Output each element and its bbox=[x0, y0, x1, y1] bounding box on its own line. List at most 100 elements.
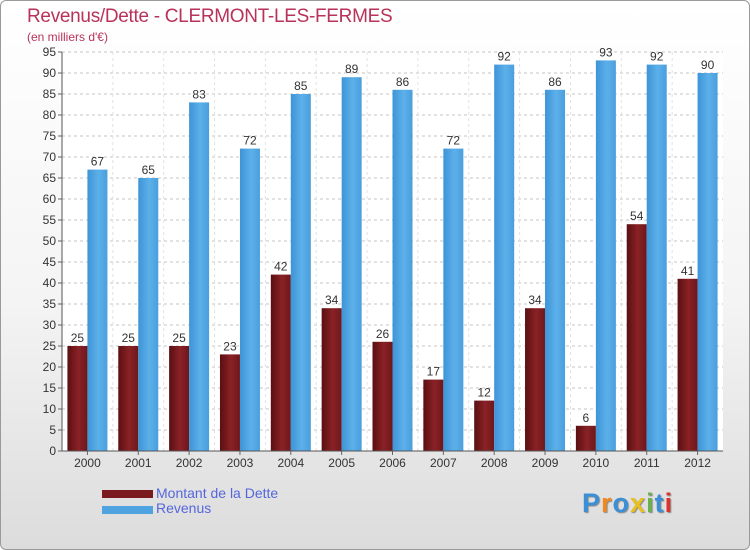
legend-label-revenue: Revenus bbox=[156, 500, 212, 516]
debt-bar bbox=[474, 400, 495, 451]
revenue-value-label: 85 bbox=[294, 79, 308, 93]
chart-title: Revenus/Dette - CLERMONT-LES-FERMES bbox=[27, 6, 393, 27]
x-tick-label: 2009 bbox=[532, 456, 559, 470]
revenue-value-label: 86 bbox=[548, 75, 562, 89]
y-tick-label: 25 bbox=[43, 339, 57, 353]
x-tick-label: 2008 bbox=[481, 456, 508, 470]
x-tick-label: 2010 bbox=[583, 456, 610, 470]
debt-value-label: 34 bbox=[528, 293, 542, 307]
revenue-bar bbox=[138, 178, 159, 451]
revenue-bar bbox=[290, 94, 311, 451]
y-tick-label: 0 bbox=[49, 444, 56, 458]
y-tick-label: 65 bbox=[43, 171, 57, 185]
debt-value-label: 25 bbox=[71, 331, 85, 345]
y-tick-label: 45 bbox=[43, 255, 57, 269]
x-tick-label: 2004 bbox=[277, 456, 304, 470]
legend-swatch-revenue bbox=[102, 506, 153, 514]
y-tick-label: 20 bbox=[43, 360, 57, 374]
revenue-value-label: 92 bbox=[650, 50, 664, 64]
x-tick-label: 2006 bbox=[379, 456, 406, 470]
proxiti-logo: Proxiti bbox=[582, 488, 673, 519]
logo-letter: o bbox=[612, 488, 631, 518]
debt-value-label: 6 bbox=[583, 411, 590, 425]
logo-letter: P bbox=[582, 488, 602, 518]
debt-bar bbox=[169, 346, 190, 451]
logo-letter: t bbox=[654, 488, 665, 518]
y-tick-label: 35 bbox=[43, 297, 57, 311]
chart-subtitle: (en milliers d'€) bbox=[27, 30, 108, 44]
y-tick-label: 95 bbox=[43, 45, 57, 59]
debt-value-label: 25 bbox=[122, 331, 136, 345]
debt-value-label: 26 bbox=[376, 327, 390, 341]
debt-bar bbox=[423, 379, 444, 451]
x-tick-label: 2007 bbox=[430, 456, 457, 470]
revenue-value-label: 92 bbox=[498, 50, 512, 64]
debt-value-label: 12 bbox=[478, 386, 492, 400]
debt-bar bbox=[118, 346, 139, 451]
x-tick-label: 2012 bbox=[684, 456, 711, 470]
y-tick-label: 15 bbox=[43, 381, 57, 395]
y-tick-label: 40 bbox=[43, 276, 57, 290]
y-tick-label: 80 bbox=[43, 108, 57, 122]
debt-bar bbox=[67, 346, 88, 451]
revenue-bar bbox=[189, 102, 210, 452]
y-tick-label: 50 bbox=[43, 234, 57, 248]
debt-value-label: 23 bbox=[223, 339, 237, 353]
logo-letter: x bbox=[630, 488, 647, 518]
revenue-bar bbox=[392, 89, 413, 452]
x-tick-label: 2000 bbox=[74, 456, 101, 470]
revenue-value-label: 72 bbox=[447, 134, 461, 148]
logo-letter: r bbox=[601, 488, 613, 518]
revenue-bar bbox=[545, 89, 566, 452]
revenue-bar bbox=[494, 64, 515, 451]
logo-letter: i bbox=[664, 488, 674, 518]
revenue-value-label: 90 bbox=[701, 58, 715, 72]
debt-bar bbox=[626, 224, 647, 451]
revenue-bar bbox=[239, 148, 260, 451]
y-tick-label: 5 bbox=[49, 423, 56, 437]
x-tick-label: 2001 bbox=[125, 456, 152, 470]
legend-swatch-debt bbox=[102, 490, 153, 498]
x-tick-label: 2005 bbox=[328, 456, 355, 470]
revenue-bar bbox=[87, 169, 108, 451]
revenue-value-label: 83 bbox=[192, 87, 206, 101]
revenue-bar bbox=[595, 60, 616, 452]
revenue-bar bbox=[341, 77, 362, 451]
x-tick-label: 2002 bbox=[176, 456, 203, 470]
debt-bar bbox=[525, 308, 546, 451]
revenue-value-label: 72 bbox=[243, 134, 257, 148]
debt-value-label: 42 bbox=[274, 260, 288, 274]
debt-value-label: 34 bbox=[325, 293, 339, 307]
revenue-bar bbox=[443, 148, 464, 451]
x-tick-label: 2011 bbox=[634, 456, 660, 470]
legend-label-debt: Montant de la Dette bbox=[156, 485, 279, 501]
debt-bar bbox=[677, 278, 698, 451]
debt-value-label: 54 bbox=[630, 209, 644, 223]
y-tick-label: 30 bbox=[43, 318, 57, 332]
debt-value-label: 25 bbox=[172, 331, 186, 345]
revenue-value-label: 93 bbox=[599, 45, 613, 59]
y-tick-label: 75 bbox=[43, 129, 57, 143]
y-tick-label: 90 bbox=[43, 66, 57, 80]
x-tick-label: 2003 bbox=[227, 456, 254, 470]
revenue-bar bbox=[646, 64, 667, 451]
debt-bar bbox=[321, 308, 342, 451]
revenue-value-label: 86 bbox=[396, 75, 410, 89]
debt-bar bbox=[575, 425, 596, 451]
debt-bar bbox=[372, 341, 393, 451]
y-tick-label: 60 bbox=[43, 192, 57, 206]
debt-value-label: 17 bbox=[427, 365, 441, 379]
y-tick-label: 10 bbox=[43, 402, 57, 416]
y-tick-label: 70 bbox=[43, 150, 57, 164]
y-tick-label: 85 bbox=[43, 87, 57, 101]
revenue-value-label: 67 bbox=[91, 155, 105, 169]
revenue-value-label: 65 bbox=[142, 163, 156, 177]
y-tick-label: 55 bbox=[43, 213, 57, 227]
debt-value-label: 41 bbox=[681, 264, 695, 278]
logo-letter: i bbox=[646, 488, 655, 518]
revenue-bar bbox=[697, 73, 718, 451]
debt-bar bbox=[270, 274, 291, 451]
revenue-value-label: 89 bbox=[345, 62, 359, 76]
